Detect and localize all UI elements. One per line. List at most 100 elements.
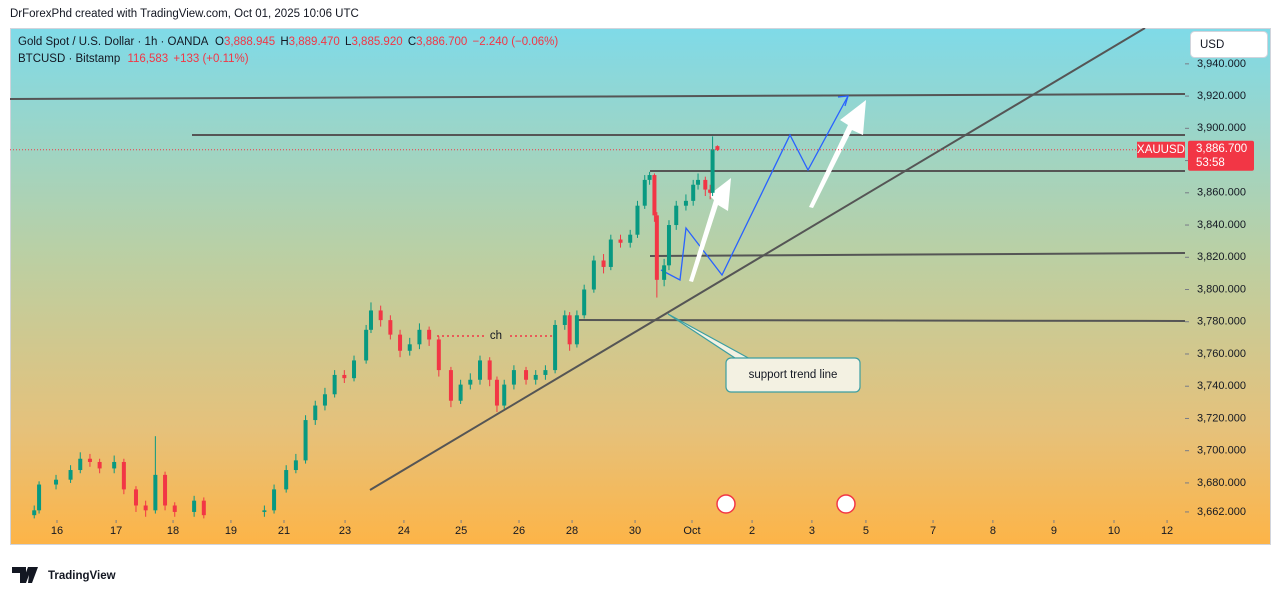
x-tick-label: 28 [566,525,578,537]
candle-body [635,205,640,235]
legend-field-label: L [345,36,352,48]
currency-label[interactable]: USD [1200,39,1224,51]
candle-body [448,370,453,401]
candle-body [262,510,267,512]
candle-body [652,175,657,216]
candles [32,136,720,519]
y-tick-label: 3,680.000 [1197,477,1246,489]
candle-body [487,360,492,380]
candle-body [574,315,579,345]
x-tick-label: 23 [339,525,351,537]
candle-body [398,334,403,351]
y-tick-label: 3,900.000 [1197,122,1246,134]
y-tick-label: 3,940.000 [1197,58,1246,70]
x-tick-label: 3 [809,525,815,537]
candle-body [628,234,633,243]
candle-body [172,505,177,512]
candle-body [133,489,138,506]
candle-body [647,175,652,180]
dotted-label: ch [490,330,502,342]
x-tick-label: 18 [167,525,179,537]
x-tick-label: 21 [278,525,290,537]
x-tick-label: 8 [990,525,996,537]
compare-change: +133 (+0.11%) [173,53,248,65]
candle-body [378,310,383,321]
plot-area: ch [10,28,1185,519]
x-tick-label: 5 [863,525,869,537]
white-arrow [809,100,866,208]
compare-price: 116,583 [127,53,168,65]
candle-body [97,461,102,469]
candle-body [388,320,393,335]
candle-body [322,394,327,406]
drawn-line [10,93,1185,100]
candle-body [601,260,606,267]
y-tick-label: 3,720.000 [1197,412,1246,424]
candle-body [272,489,277,511]
x-tick-label: 2 [749,525,755,537]
event-icon[interactable] [836,494,856,514]
candle-body [201,500,206,516]
projection-path [660,95,849,282]
trend-line [369,28,1146,491]
legend-field-label: H [280,36,288,48]
candle-body [703,179,708,190]
candle-body [691,184,696,201]
y-tick-label: 3,920.000 [1197,90,1246,102]
candle-body [666,225,671,266]
event-icon[interactable] [716,494,736,514]
candle-body [37,484,42,511]
x-tick-label: 12 [1161,525,1173,537]
ticker-label: XAUUSD [1137,144,1185,156]
candle-body [342,374,347,379]
countdown: 53:58 [1196,157,1225,169]
candle-body [303,420,308,461]
candle-body [121,461,126,490]
candle-body [54,479,59,485]
last-price-badge [1188,140,1254,171]
currency-button[interactable] [1190,31,1268,58]
candle-body [87,458,92,462]
drawn-line [649,252,1185,257]
candle-body [696,179,701,185]
y-tick-label: 3,662.000 [1197,506,1246,518]
candle-body [511,370,516,385]
candle-body [78,458,83,471]
candle-body [468,379,473,385]
candle-body [642,179,647,206]
brand-name: TradingView [48,570,116,582]
candle-body [553,324,558,371]
x-tick-label: Oct [683,525,700,537]
legend-compare: BTCUSD · Bitstamp 116,583 +133 (+0.11%) [18,53,249,65]
drawn-line [577,319,1185,322]
candle-body [417,329,422,345]
x-tick-label: 19 [225,525,237,537]
candle-body [708,189,713,193]
legend-field-label: O [215,36,224,48]
candle-body [332,374,337,395]
candle-body [163,474,168,506]
candle-body [543,370,548,375]
x-tick-label: 7 [930,525,936,537]
candle-body [674,205,679,226]
candle-body [533,374,538,380]
candle-body [458,384,463,401]
candle-body [562,315,567,325]
y-tick-label: 3,840.000 [1197,219,1246,231]
candle-body [715,146,720,150]
candle-body [112,461,117,469]
y-tick-label: 3,820.000 [1197,251,1246,263]
x-tick-label: 16 [51,525,63,537]
ticker-badge [1137,141,1185,158]
legend-field-value: 3,889.470 [289,36,340,48]
candle-body [582,289,587,316]
candle-body [368,310,373,330]
candle-body [494,379,499,406]
candle-body [618,239,623,243]
callout-text: support trend line [749,369,838,381]
candle-body [654,215,659,280]
white-arrow [689,178,731,282]
legend-symbol: Gold Spot / U.S. Dollar · 1h · OANDA [18,36,209,48]
legend-field-label: C [408,36,416,48]
